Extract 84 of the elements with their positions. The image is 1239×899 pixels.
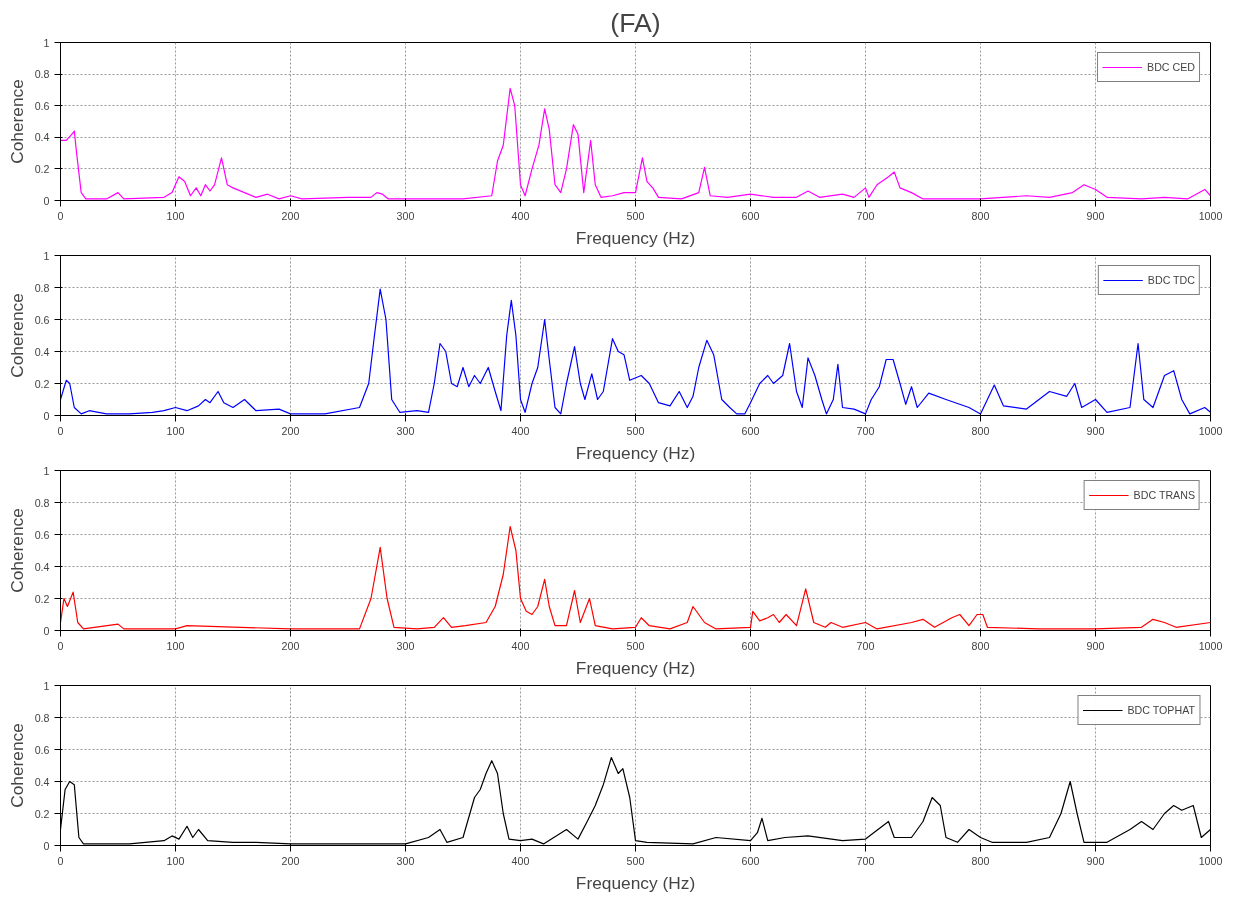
x-tick-label: 700 [856, 639, 875, 652]
x-tick-label: 600 [741, 854, 760, 867]
x-axis-title: Frequency (Hz) [575, 872, 696, 893]
y-tick-label: 0.6 [34, 743, 50, 756]
x-tick-label: 100 [166, 424, 185, 437]
x-tick-label: 0 [57, 424, 64, 437]
x-tick-label: 400 [511, 424, 530, 437]
y-tick-label: 0.2 [34, 162, 50, 175]
x-tick-label: 900 [1086, 209, 1105, 222]
x-tick-label: 900 [1086, 639, 1105, 652]
y-axis-title: Coherence [6, 79, 27, 164]
y-tick-label: 1 [43, 36, 50, 49]
x-tick-label: 800 [971, 209, 990, 222]
x-tick-label: 600 [741, 209, 760, 222]
x-tick-label: 900 [1086, 854, 1105, 867]
x-tick-label: 900 [1086, 424, 1105, 437]
y-tick-label: 0 [43, 624, 50, 637]
x-tick-label: 200 [281, 639, 300, 652]
x-tick-label: 300 [396, 209, 415, 222]
x-tick-label: 500 [626, 209, 645, 222]
chart-title: (FA) [610, 7, 661, 38]
y-tick-label: 0.4 [34, 560, 50, 573]
y-tick-label: 1 [43, 249, 50, 262]
y-tick-label: 0.2 [34, 377, 50, 390]
y-axis-title: Coherence [6, 508, 27, 593]
x-tick-label: 800 [971, 639, 990, 652]
x-tick-label: 400 [511, 209, 530, 222]
x-tick-label: 700 [856, 424, 875, 437]
x-tick-label: 1000 [1198, 424, 1223, 437]
x-tick-label: 0 [57, 209, 64, 222]
line-series [60, 288, 1211, 415]
legend-label: BDC TDC [1147, 274, 1195, 286]
line-series [60, 525, 1211, 630]
y-tick-label: 0.8 [34, 496, 50, 509]
x-tick-label: 1000 [1198, 639, 1223, 652]
y-tick-label: 0.8 [34, 281, 50, 294]
legend-label: BDC CED [1147, 61, 1195, 73]
y-tick-label: 1 [43, 679, 50, 692]
x-tick-label: 800 [971, 424, 990, 437]
x-tick-label: 1000 [1198, 854, 1223, 867]
y-tick-label: 0.6 [34, 313, 50, 326]
x-tick-label: 400 [511, 639, 530, 652]
x-tick-label: 300 [396, 639, 415, 652]
x-tick-label: 0 [57, 639, 64, 652]
y-tick-label: 0.4 [34, 775, 50, 788]
x-tick-label: 1000 [1198, 209, 1223, 222]
legend-label: BDC TRANS [1133, 489, 1195, 501]
x-tick-label: 400 [511, 854, 530, 867]
x-tick-label: 700 [856, 209, 875, 222]
y-tick-label: 0.6 [34, 99, 50, 112]
y-tick-label: 0.6 [34, 528, 50, 541]
y-tick-label: 0.8 [34, 68, 50, 81]
y-tick-label: 0.4 [34, 131, 50, 144]
x-tick-label: 600 [741, 639, 760, 652]
x-tick-label: 100 [166, 209, 185, 222]
x-tick-label: 100 [166, 854, 185, 867]
x-tick-label: 200 [281, 854, 300, 867]
y-tick-label: 1 [43, 464, 50, 477]
x-tick-label: 200 [281, 209, 300, 222]
x-tick-label: 800 [971, 854, 990, 867]
y-axis-title: Coherence [6, 723, 27, 808]
x-axis-title: Frequency (Hz) [575, 442, 696, 463]
line-series [60, 87, 1211, 200]
x-tick-label: 600 [741, 424, 760, 437]
x-tick-label: 300 [396, 854, 415, 867]
y-tick-label: 0 [43, 409, 50, 422]
x-tick-label: 500 [626, 639, 645, 652]
x-tick-label: 200 [281, 424, 300, 437]
y-tick-label: 0 [43, 839, 50, 852]
x-tick-label: 0 [57, 854, 64, 867]
legend-label: BDC TOPHAT [1127, 704, 1195, 716]
y-tick-label: 0.4 [34, 345, 50, 358]
x-axis-title: Frequency (Hz) [575, 657, 696, 678]
y-tick-label: 0.2 [34, 592, 50, 605]
y-axis-title: Coherence [6, 293, 27, 378]
y-tick-label: 0 [43, 194, 50, 207]
y-tick-label: 0.2 [34, 807, 50, 820]
x-tick-label: 300 [396, 424, 415, 437]
x-tick-label: 700 [856, 854, 875, 867]
x-tick-label: 500 [626, 424, 645, 437]
x-tick-label: 500 [626, 854, 645, 867]
y-tick-label: 0.8 [34, 711, 50, 724]
x-tick-label: 100 [166, 639, 185, 652]
x-axis-title: Frequency (Hz) [575, 227, 696, 248]
